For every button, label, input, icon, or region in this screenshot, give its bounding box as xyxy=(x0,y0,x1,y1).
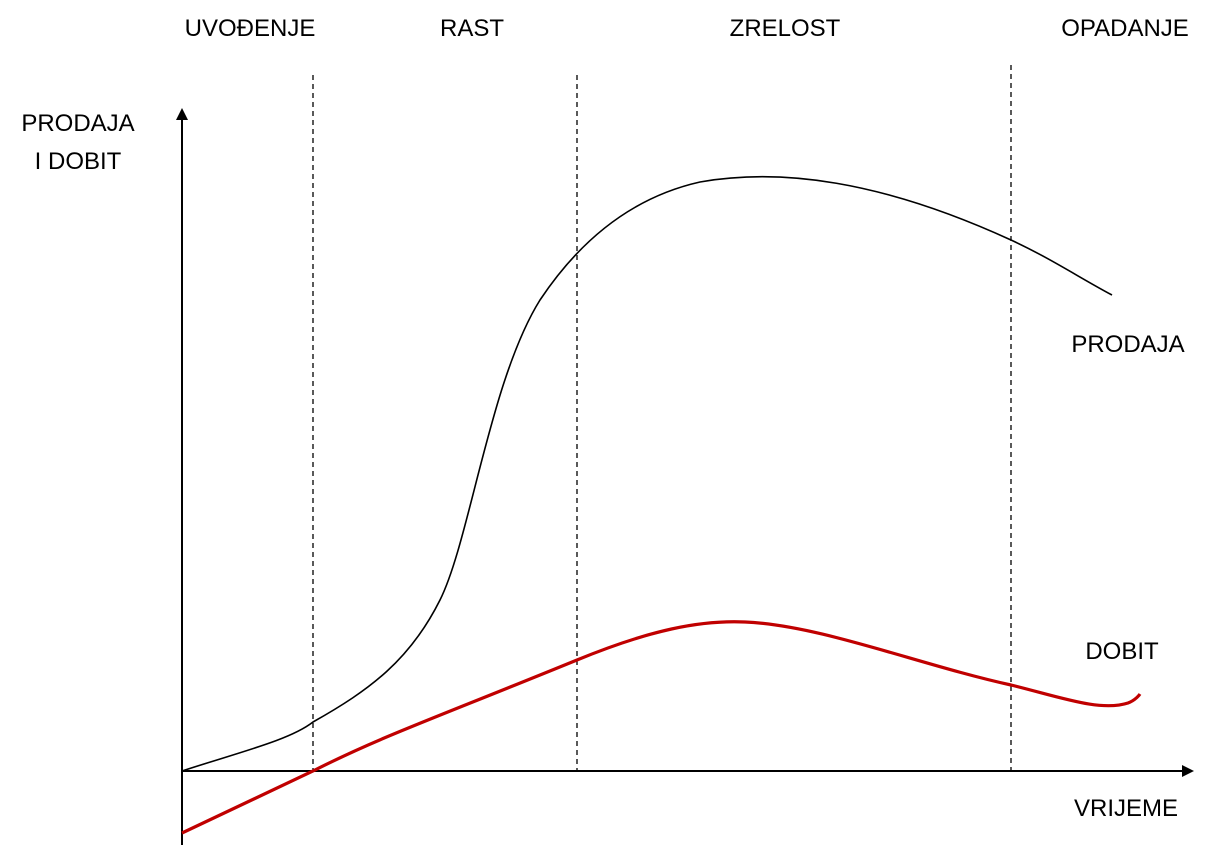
x-axis-label: VRIJEME xyxy=(1074,795,1178,822)
sales-curve xyxy=(181,175,1113,772)
stage-label: OPADANJE xyxy=(1061,15,1189,42)
profit-label: DOBIT xyxy=(1085,638,1159,665)
profit-curve xyxy=(181,620,1142,835)
y-axis-label: PRODAJA xyxy=(21,110,134,137)
stage-dividers xyxy=(312,65,1012,771)
sales-label: PRODAJA xyxy=(1071,331,1184,358)
stage-label: UVOĐENJE xyxy=(185,15,316,42)
y-axis-label: I DOBIT xyxy=(35,148,122,175)
stage-label: ZRELOST xyxy=(730,15,841,42)
stage-label: RAST xyxy=(440,15,504,42)
